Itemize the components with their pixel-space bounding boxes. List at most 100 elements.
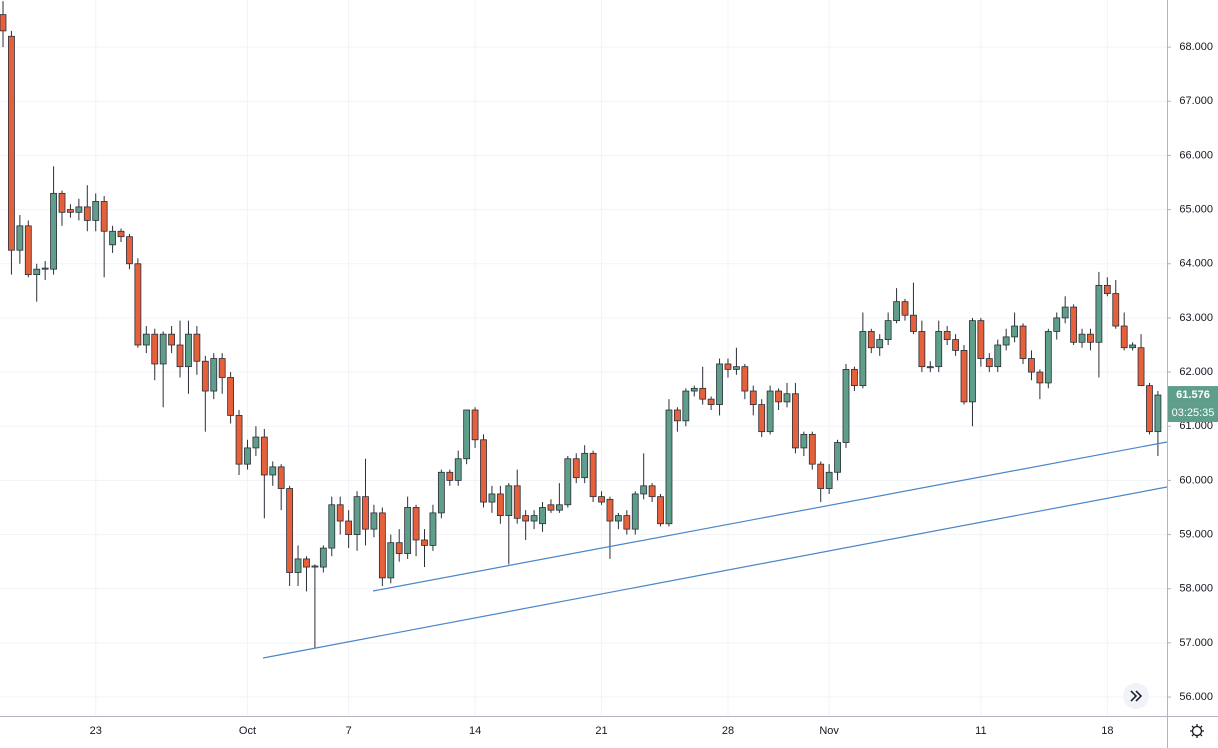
y-tick-label: 65.000 [1179, 204, 1213, 216]
candle-body [969, 320, 976, 403]
gear-teeth [1190, 724, 1204, 738]
candle-body [1087, 333, 1094, 343]
candle-body [151, 333, 159, 365]
candle-body [142, 333, 150, 346]
candle-body [0, 14, 7, 32]
candle-body [235, 415, 243, 465]
candle-body [269, 466, 277, 476]
candle-body [210, 358, 218, 392]
candle-body [589, 452, 597, 498]
candle-body [218, 358, 226, 378]
candle-body [530, 515, 538, 522]
candle-body [100, 201, 108, 232]
candle-body [674, 409, 681, 422]
candle-body [513, 485, 521, 519]
candle-body [851, 368, 858, 387]
x-tick-label: Nov [819, 725, 839, 737]
candle-body [1078, 333, 1086, 343]
candle-body [33, 268, 41, 275]
candle-body [994, 344, 1002, 368]
candle-body [724, 363, 732, 370]
candle-body [859, 331, 867, 387]
candle-body [977, 320, 985, 359]
trend-line [262, 486, 1168, 659]
x-tick-label: 21 [595, 725, 607, 737]
candle-body [1146, 385, 1153, 433]
y-tick-label: 62.000 [1179, 366, 1213, 378]
candle-body [319, 547, 327, 568]
candle-body [884, 320, 892, 340]
x-tick-label: Oct [239, 725, 256, 737]
candle-body [176, 344, 184, 368]
candle-body [1028, 358, 1035, 373]
candle-body [522, 515, 530, 522]
candle-body [185, 333, 192, 368]
candle-body [8, 35, 15, 251]
candle-body [623, 515, 631, 530]
candle-body [446, 471, 454, 481]
candle-body [83, 206, 91, 221]
candle-body [277, 466, 285, 489]
candle-body [75, 206, 83, 213]
candle-body [227, 377, 235, 416]
candle-body [252, 436, 260, 449]
y-tick-label: 59.000 [1179, 528, 1213, 540]
candle-body [910, 314, 917, 332]
candle-body [547, 504, 555, 511]
last-price-tag [1168, 386, 1218, 405]
y-tick-label: 68.000 [1179, 41, 1213, 53]
candle-body [555, 504, 563, 511]
candle-body [24, 225, 32, 275]
candle-body [1053, 317, 1061, 332]
candle-body [539, 507, 546, 525]
candle-body [665, 409, 673, 525]
candle-body [336, 504, 344, 522]
candle-body [395, 542, 403, 554]
candle-body [716, 363, 723, 405]
candle-body [690, 387, 698, 392]
y-tick-label: 64.000 [1179, 258, 1213, 270]
candle-body [378, 512, 386, 579]
settings-button[interactable] [1190, 724, 1204, 738]
y-tick-label: 56.000 [1179, 691, 1213, 703]
candle-body [960, 350, 968, 403]
y-tick-label: 63.000 [1179, 312, 1213, 324]
candle-body [926, 366, 934, 369]
candle-body [201, 360, 209, 392]
candle-body [50, 192, 57, 270]
y-tick-label: 58.000 [1179, 583, 1213, 595]
candle-body [876, 339, 884, 349]
candle-body [682, 390, 690, 422]
candle-body [58, 192, 66, 213]
candle-body [328, 504, 336, 549]
candle-body [41, 267, 49, 270]
y-tick-label: 60.000 [1179, 474, 1213, 486]
candle-body [1070, 306, 1078, 343]
candle-body [640, 485, 648, 495]
candle-body [1120, 325, 1128, 349]
x-tick-label: 28 [722, 725, 734, 737]
x-tick-label: 18 [1101, 725, 1113, 737]
candle-body [421, 539, 428, 546]
last-price-label: 61.576 [1176, 389, 1210, 401]
candle-body [505, 485, 513, 517]
candle-body [985, 358, 993, 368]
candle-body [783, 393, 791, 403]
candle-body [792, 393, 799, 449]
candle-body [67, 209, 74, 213]
candle-body [362, 496, 369, 530]
x-tick-label: 11 [975, 725, 986, 737]
candle-body [631, 493, 639, 530]
candle-body [1036, 371, 1044, 384]
candle-body [480, 439, 487, 503]
y-tick-label: 61.000 [1179, 420, 1213, 432]
scroll-button[interactable] [1123, 683, 1149, 709]
candle-body [345, 520, 353, 535]
gear-icon[interactable] [1191, 725, 1203, 737]
candle-body [834, 442, 841, 473]
candle-body [311, 565, 319, 568]
scroll-icon [1130, 690, 1143, 702]
candle-body [159, 333, 167, 365]
